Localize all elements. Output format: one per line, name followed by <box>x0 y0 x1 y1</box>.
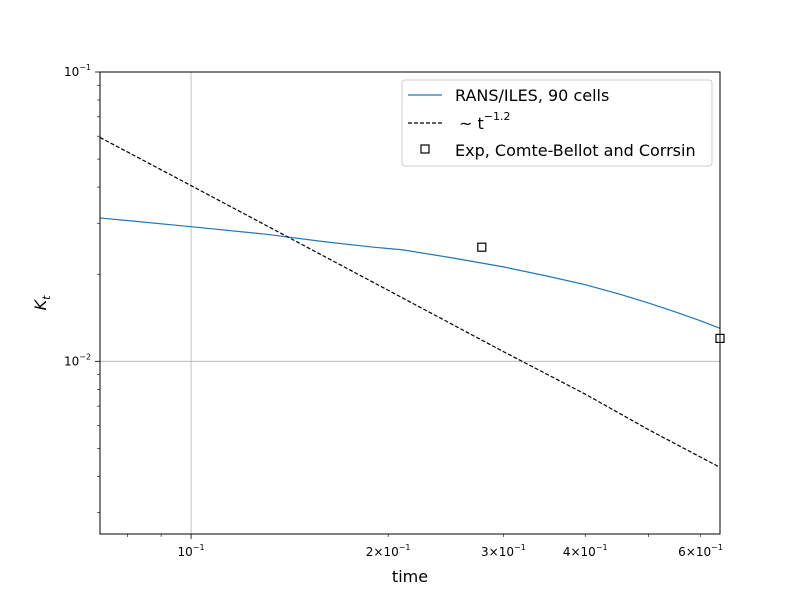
y-axis-label-main: K <box>31 298 50 310</box>
x-minor-tick-label-base: 2×10 <box>366 545 399 559</box>
exp-data-point <box>477 242 487 252</box>
legend-label-power-law-main: ~ t <box>459 114 484 133</box>
plot-frame <box>99 71 721 535</box>
power-law-line <box>99 136 721 468</box>
y-tick-label: 10−2 <box>64 352 91 368</box>
x-minor-tick-label: 4×10−1 <box>563 543 608 559</box>
x-minor-tick-label-exp: −1 <box>514 543 526 552</box>
x-minor-tick-label: 6×10−1 <box>678 543 723 559</box>
y-tick-label: 10−1 <box>64 63 91 79</box>
x-minor-tick-label-exp: −1 <box>596 543 608 552</box>
x-minor-tick-label-base: 4×10 <box>563 545 596 559</box>
y-axis-label: Kt <box>31 295 53 311</box>
legend: RANS/ILES, 90 cells ~ t−1.2 Exp, Comte-B… <box>401 79 713 167</box>
x-tick-label-exp: −1 <box>193 543 205 552</box>
x-minor-tick-label-base: 3×10 <box>481 545 514 559</box>
ticks: 10−1 2×10−1 3×10−1 4×10−1 6×10−110−210−1 <box>64 63 723 559</box>
y-axis-label-sub: t <box>40 295 53 300</box>
legend-label-rans: RANS/ILES, 90 cells <box>455 86 609 105</box>
x-tick-label: 10−1 <box>178 543 205 559</box>
legend-label-power-law-exp: −1.2 <box>484 110 511 123</box>
y-tick-label-exp: −2 <box>79 352 91 361</box>
legend-label-exp: Exp, Comte-Bellot and Corrsin <box>455 141 696 160</box>
x-minor-tick-label-base: 6×10 <box>678 545 711 559</box>
legend-box <box>401 79 713 167</box>
y-tick-label-base: 10 <box>64 354 79 368</box>
x-tick-label-base: 10 <box>178 545 193 559</box>
rans-iles-line <box>99 217 721 329</box>
legend-label-power-law: ~ t−1.2 <box>459 110 510 133</box>
x-axis-label: time <box>392 567 428 586</box>
y-tick-label-exp: −1 <box>79 63 91 72</box>
x-minor-tick-label: 3×10−1 <box>481 543 526 559</box>
legend-marker-exp <box>420 144 430 154</box>
y-tick-label-base: 10 <box>64 65 79 79</box>
x-minor-tick-label: 2×10−1 <box>366 543 411 559</box>
x-minor-tick-label-exp: −1 <box>711 543 723 552</box>
x-minor-tick-label-exp: −1 <box>399 543 411 552</box>
